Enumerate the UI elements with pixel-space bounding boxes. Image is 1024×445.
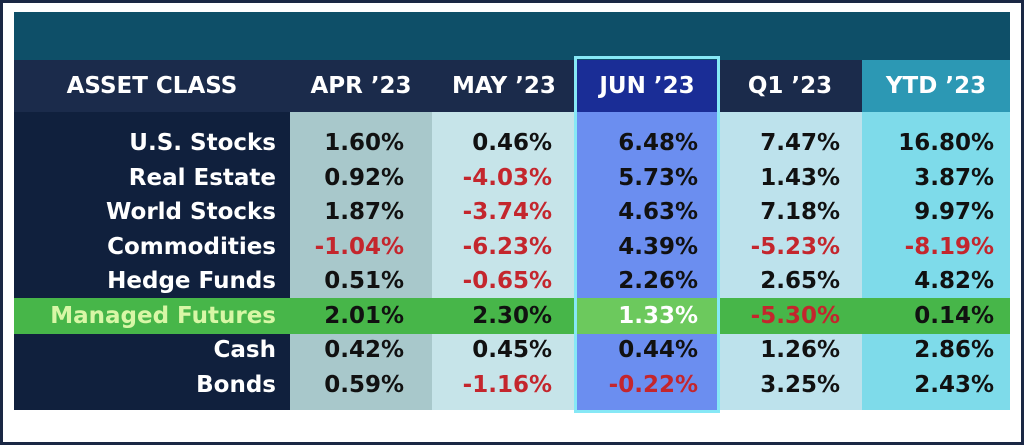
row-label: Commodities bbox=[107, 233, 276, 260]
value-cell: 0.44% bbox=[618, 337, 698, 363]
column-body bbox=[290, 112, 432, 410]
column-header: APR ’23 bbox=[310, 73, 412, 99]
header-cell bbox=[862, 60, 1010, 112]
value-cell: 0.46% bbox=[472, 130, 552, 156]
value-cell: 2.65% bbox=[760, 268, 840, 294]
top-band bbox=[14, 12, 1010, 60]
column-header: ASSET CLASS bbox=[66, 73, 238, 99]
column-body bbox=[862, 112, 1010, 410]
row-label: World Stocks bbox=[105, 199, 276, 225]
row-label: Hedge Funds bbox=[107, 268, 276, 294]
header-cell bbox=[718, 60, 862, 112]
value-cell: -0.22% bbox=[608, 371, 698, 398]
row-label: Bonds bbox=[196, 371, 276, 398]
value-cell: 0.42% bbox=[324, 337, 404, 363]
value-cell: 3.87% bbox=[914, 164, 994, 191]
column-header: Q1 ’23 bbox=[747, 73, 833, 99]
value-cell: 2.86% bbox=[914, 337, 994, 363]
value-cell: 1.60% bbox=[324, 130, 404, 156]
value-cell: -1.16% bbox=[462, 371, 552, 398]
value-cell: 3.25% bbox=[760, 371, 840, 398]
value-cell: -4.03% bbox=[462, 164, 552, 191]
value-cell: 1.33% bbox=[618, 302, 698, 329]
value-cell: 4.63% bbox=[618, 199, 698, 225]
column-header: JUN ’23 bbox=[599, 73, 695, 99]
row-label: U.S. Stocks bbox=[129, 130, 276, 156]
value-cell: 0.59% bbox=[324, 371, 404, 398]
value-cell: 1.43% bbox=[760, 164, 840, 191]
value-cell: -0.65% bbox=[462, 268, 552, 294]
value-cell: 4.39% bbox=[618, 233, 698, 260]
value-cell: 7.47% bbox=[760, 130, 840, 156]
value-cell: 6.48% bbox=[618, 130, 698, 156]
column-body bbox=[14, 112, 290, 410]
value-cell: 1.26% bbox=[760, 337, 840, 363]
column-header: YTD ’23 bbox=[885, 73, 987, 99]
value-cell: 2.43% bbox=[914, 371, 994, 398]
value-cell: -6.23% bbox=[462, 233, 552, 260]
value-cell: -3.74% bbox=[462, 199, 552, 225]
value-cell: 0.14% bbox=[914, 302, 994, 329]
value-cell: 0.45% bbox=[472, 337, 552, 363]
value-cell: -5.23% bbox=[750, 233, 840, 260]
value-cell: -8.19% bbox=[904, 233, 994, 260]
value-cell: -1.04% bbox=[314, 233, 404, 260]
value-cell: 0.92% bbox=[324, 164, 404, 191]
row-label: Cash bbox=[213, 337, 276, 363]
row-label: Real Estate bbox=[128, 164, 276, 191]
column-body bbox=[576, 112, 718, 410]
value-cell: 5.73% bbox=[618, 164, 698, 191]
value-cell: 9.97% bbox=[914, 199, 994, 225]
column-header: MAY ’23 bbox=[452, 73, 556, 99]
jun-outline bbox=[574, 56, 720, 413]
value-cell: 2.30% bbox=[472, 302, 552, 329]
column-body bbox=[432, 112, 576, 410]
value-cell: 2.26% bbox=[618, 268, 698, 294]
value-cell: 16.80% bbox=[898, 130, 994, 156]
header-cell bbox=[576, 60, 718, 112]
value-cell: 7.18% bbox=[760, 199, 840, 225]
value-cell: 2.01% bbox=[324, 302, 404, 329]
highlight-row bbox=[14, 297, 1010, 334]
header-cell bbox=[14, 60, 290, 112]
row-label: Managed Futures bbox=[50, 302, 276, 329]
highlight-cell bbox=[576, 297, 718, 334]
value-cell: 1.87% bbox=[324, 199, 404, 225]
header-cell bbox=[432, 60, 576, 112]
value-cell: 4.82% bbox=[914, 268, 994, 294]
header-cell bbox=[290, 60, 432, 112]
value-cell: 0.51% bbox=[324, 268, 404, 294]
value-cell: -5.30% bbox=[750, 302, 840, 329]
column-body bbox=[718, 112, 862, 410]
